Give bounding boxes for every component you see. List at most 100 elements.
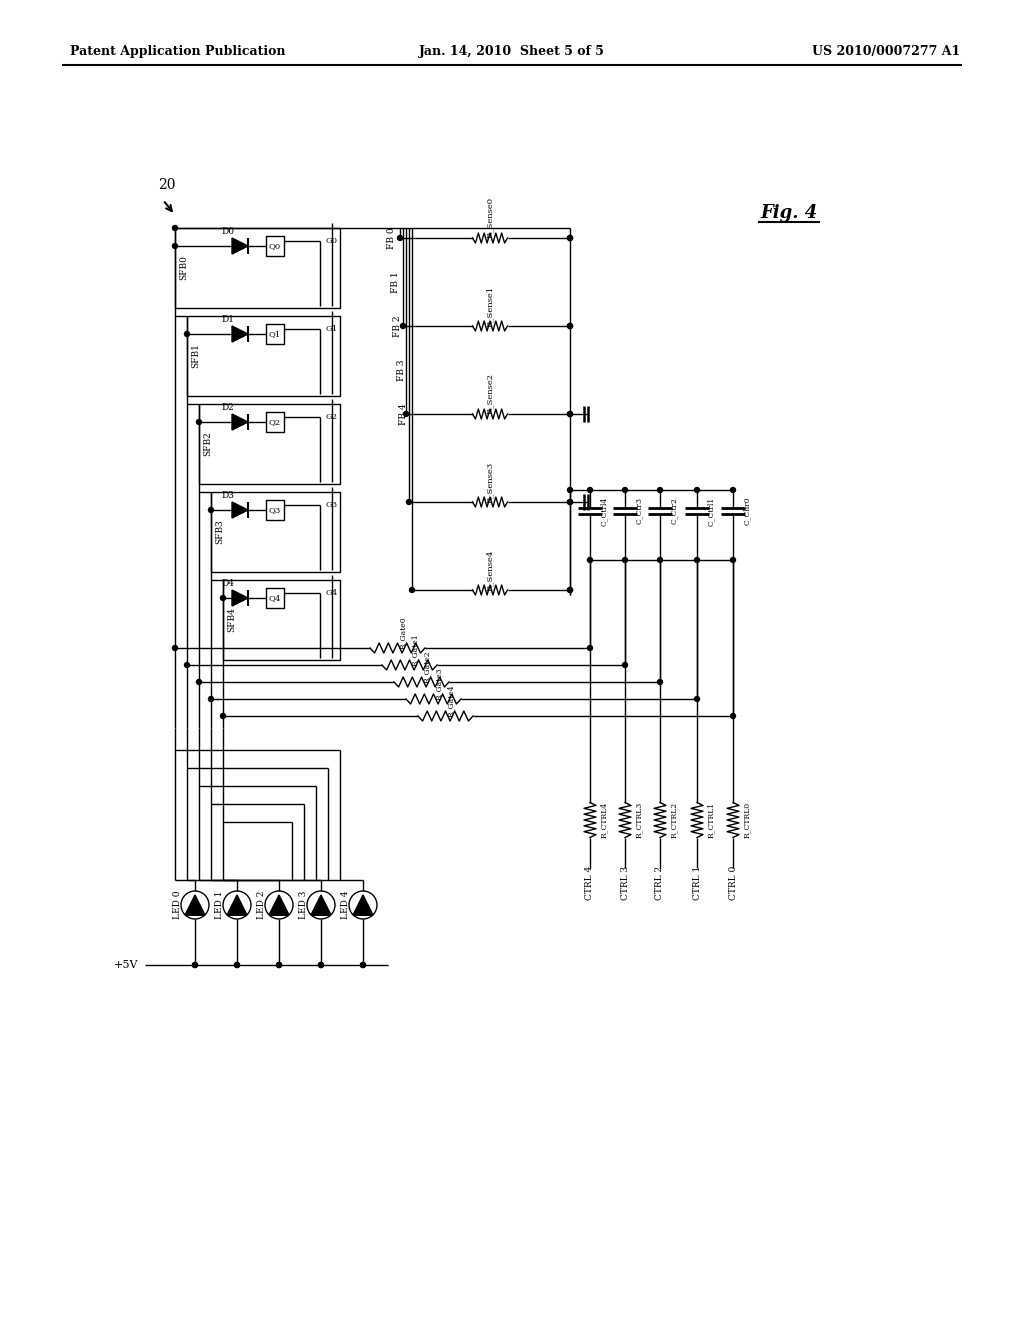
Circle shape bbox=[234, 962, 240, 968]
Text: CTRL 1: CTRL 1 bbox=[692, 866, 701, 900]
Bar bbox=[211, 492, 340, 572]
Text: R_CTRL0: R_CTRL0 bbox=[743, 803, 751, 838]
Text: C_Ctrl4: C_Ctrl4 bbox=[600, 496, 608, 525]
Polygon shape bbox=[311, 895, 331, 915]
Text: Patent Application Publication: Patent Application Publication bbox=[70, 45, 286, 58]
Circle shape bbox=[730, 557, 735, 562]
Circle shape bbox=[567, 235, 572, 240]
Circle shape bbox=[567, 235, 572, 240]
Circle shape bbox=[318, 962, 324, 968]
Circle shape bbox=[588, 487, 593, 492]
Text: Q3: Q3 bbox=[269, 506, 282, 513]
Text: R_Sense0: R_Sense0 bbox=[486, 198, 494, 239]
Circle shape bbox=[172, 243, 177, 248]
Text: SFB1: SFB1 bbox=[191, 343, 201, 368]
Circle shape bbox=[567, 499, 572, 504]
Text: C_Ctr3: C_Ctr3 bbox=[635, 498, 643, 524]
Text: LED 4: LED 4 bbox=[341, 891, 349, 919]
Circle shape bbox=[567, 412, 572, 417]
Circle shape bbox=[567, 412, 572, 417]
Text: LED 1: LED 1 bbox=[214, 891, 223, 919]
Circle shape bbox=[567, 587, 572, 593]
Text: LED 2: LED 2 bbox=[256, 891, 265, 919]
Text: LED 3: LED 3 bbox=[299, 891, 307, 919]
Circle shape bbox=[197, 680, 202, 685]
Polygon shape bbox=[185, 895, 205, 915]
Circle shape bbox=[623, 487, 628, 492]
Circle shape bbox=[209, 697, 213, 701]
Text: R_Gate1: R_Gate1 bbox=[411, 634, 419, 667]
Text: G1: G1 bbox=[326, 325, 338, 333]
Text: Q2: Q2 bbox=[269, 418, 281, 426]
Text: D0: D0 bbox=[221, 227, 234, 236]
Text: FB 3: FB 3 bbox=[396, 359, 406, 380]
Bar bbox=[199, 404, 340, 484]
Circle shape bbox=[400, 323, 406, 329]
Text: R_Gate0: R_Gate0 bbox=[398, 616, 407, 649]
Circle shape bbox=[276, 962, 282, 968]
Text: US 2010/0007277 A1: US 2010/0007277 A1 bbox=[812, 45, 961, 58]
Circle shape bbox=[403, 412, 409, 417]
Text: R_Sense1: R_Sense1 bbox=[486, 285, 494, 326]
Bar bbox=[266, 323, 284, 345]
Text: SFB2: SFB2 bbox=[204, 432, 213, 457]
Text: R_Gate2: R_Gate2 bbox=[423, 651, 430, 684]
Bar bbox=[266, 412, 284, 432]
Circle shape bbox=[657, 557, 663, 562]
Circle shape bbox=[410, 587, 415, 593]
Text: R_CTRL3: R_CTRL3 bbox=[635, 801, 643, 838]
Circle shape bbox=[730, 714, 735, 718]
Circle shape bbox=[623, 663, 628, 668]
Text: R_Sense4: R_Sense4 bbox=[486, 549, 494, 590]
Bar bbox=[223, 579, 340, 660]
Text: R_Sense2: R_Sense2 bbox=[486, 374, 494, 414]
Circle shape bbox=[730, 487, 735, 492]
Text: G0: G0 bbox=[326, 238, 338, 246]
Polygon shape bbox=[232, 414, 248, 430]
Circle shape bbox=[623, 557, 628, 562]
Text: SFB0: SFB0 bbox=[179, 256, 188, 280]
Text: R_Gate3: R_Gate3 bbox=[434, 668, 442, 701]
Circle shape bbox=[193, 962, 198, 968]
Text: FB 4: FB 4 bbox=[399, 403, 409, 425]
Circle shape bbox=[567, 499, 572, 504]
Bar bbox=[266, 500, 284, 520]
Circle shape bbox=[407, 499, 412, 504]
Circle shape bbox=[694, 487, 699, 492]
Text: SFB3: SFB3 bbox=[215, 520, 224, 544]
Circle shape bbox=[588, 645, 593, 651]
Text: R_Gate4: R_Gate4 bbox=[446, 685, 455, 717]
Text: CTRL 3: CTRL 3 bbox=[621, 866, 630, 899]
Text: C_Ctr2: C_Ctr2 bbox=[670, 498, 678, 524]
Text: G3: G3 bbox=[326, 502, 338, 510]
Text: +5V: +5V bbox=[114, 960, 138, 970]
Circle shape bbox=[694, 557, 699, 562]
Text: C_Chr0: C_Chr0 bbox=[743, 496, 751, 525]
Text: Fig. 4: Fig. 4 bbox=[760, 205, 817, 222]
Text: C_Ctrl1: C_Ctrl1 bbox=[707, 496, 715, 525]
Text: FB 2: FB 2 bbox=[393, 315, 402, 337]
Circle shape bbox=[397, 235, 402, 240]
Text: 20: 20 bbox=[158, 178, 175, 191]
Circle shape bbox=[360, 962, 366, 968]
Text: CTRL 4: CTRL 4 bbox=[586, 866, 595, 900]
Text: G2: G2 bbox=[326, 413, 338, 421]
Polygon shape bbox=[232, 590, 248, 606]
Text: G4: G4 bbox=[326, 589, 338, 597]
Polygon shape bbox=[232, 326, 248, 342]
Text: CTRL 0: CTRL 0 bbox=[728, 866, 737, 900]
Bar bbox=[266, 236, 284, 256]
Bar bbox=[187, 315, 340, 396]
Circle shape bbox=[318, 962, 324, 968]
Polygon shape bbox=[269, 895, 289, 915]
Polygon shape bbox=[232, 502, 248, 517]
Text: FB 0: FB 0 bbox=[387, 227, 396, 248]
Circle shape bbox=[197, 420, 202, 425]
Text: LED 0: LED 0 bbox=[172, 891, 181, 919]
Circle shape bbox=[220, 714, 225, 718]
Text: Jan. 14, 2010  Sheet 5 of 5: Jan. 14, 2010 Sheet 5 of 5 bbox=[419, 45, 605, 58]
Polygon shape bbox=[232, 238, 248, 253]
Text: SFB4: SFB4 bbox=[227, 607, 237, 632]
Text: Q0: Q0 bbox=[269, 242, 281, 249]
Text: Q4: Q4 bbox=[269, 594, 282, 602]
